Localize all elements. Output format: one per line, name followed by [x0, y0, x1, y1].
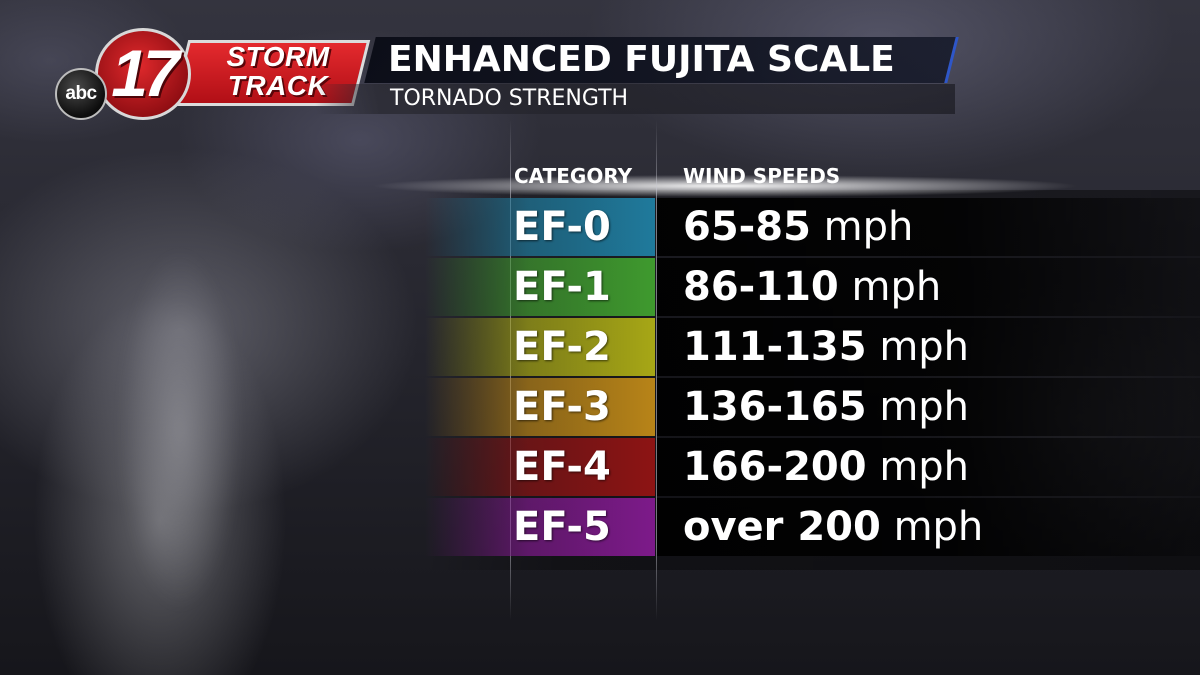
- tornado-funnel-background: [95, 170, 265, 670]
- wind-speed-cell: 65-85 mph: [657, 198, 1200, 256]
- wind-speed-unit: mph: [851, 264, 942, 310]
- header-glow-line: [285, 173, 1165, 199]
- wind-speed-text: 86-110 mph: [683, 261, 941, 313]
- wind-speed-text: 65-85 mph: [683, 201, 913, 253]
- table-row: EF-1 86-110 mph: [425, 258, 1200, 316]
- table-row: EF-4 166-200 mph: [425, 438, 1200, 496]
- category-color-cell: EF-3: [425, 378, 655, 436]
- wind-speed-cell: 136-165 mph: [657, 378, 1200, 436]
- wind-speed-unit: mph: [879, 384, 970, 430]
- category-label: EF-0: [513, 204, 611, 250]
- network-logo: abc: [55, 68, 107, 120]
- wind-speed-text: 166-200 mph: [683, 441, 969, 493]
- subtitle-bar: [315, 84, 955, 114]
- wind-speed-unit: mph: [823, 204, 914, 250]
- table-row: EF-5 over 200 mph: [425, 498, 1200, 556]
- category-label: EF-2: [513, 324, 611, 370]
- wind-speed-cell: 86-110 mph: [657, 258, 1200, 316]
- category-label: EF-5: [513, 504, 611, 550]
- category-label: EF-3: [513, 384, 611, 430]
- wind-speed-range: 166-200: [683, 444, 867, 490]
- page-subtitle: TORNADO STRENGTH: [390, 86, 629, 111]
- wind-speed-range: 111-135: [683, 324, 867, 370]
- storm-track-text: STORM TRACK: [193, 42, 363, 100]
- column-header-wind-speeds: WIND SPEEDS: [683, 164, 841, 188]
- category-label: EF-4: [513, 444, 611, 490]
- wind-speed-unit: mph: [879, 444, 970, 490]
- category-color-cell: EF-5: [425, 498, 655, 556]
- wind-speed-range: over 200: [683, 504, 881, 550]
- wind-speed-range: 65-85: [683, 204, 811, 250]
- wind-speed-cell: 166-200 mph: [657, 438, 1200, 496]
- wind-speed-text: over 200 mph: [683, 501, 983, 553]
- wind-speed-range: 136-165: [683, 384, 867, 430]
- wind-speed-cell: over 200 mph: [657, 498, 1200, 556]
- brand-line-1: STORM: [226, 41, 330, 72]
- station-logo: STORM TRACK 17 abc: [55, 28, 375, 120]
- wind-speed-cell: 111-135 mph: [657, 318, 1200, 376]
- category-label: EF-1: [513, 264, 611, 310]
- category-color-cell: EF-4: [425, 438, 655, 496]
- wind-speed-range: 86-110: [683, 264, 839, 310]
- category-color-cell: EF-2: [425, 318, 655, 376]
- table-row: EF-3 136-165 mph: [425, 378, 1200, 436]
- wind-speed-unit: mph: [893, 504, 984, 550]
- table-row: EF-2 111-135 mph: [425, 318, 1200, 376]
- category-color-cell: EF-1: [425, 258, 655, 316]
- category-color-cell: EF-0: [425, 198, 655, 256]
- wind-speed-unit: mph: [879, 324, 970, 370]
- wind-speed-text: 136-165 mph: [683, 381, 969, 433]
- table-row: EF-0 65-85 mph: [425, 198, 1200, 256]
- channel-number-badge: 17: [95, 28, 191, 120]
- page-title: ENHANCED FUJITA SCALE: [388, 39, 895, 80]
- column-header-category: CATEGORY: [514, 164, 633, 188]
- wind-speed-text: 111-135 mph: [683, 321, 969, 373]
- column-divider-right: [656, 120, 657, 620]
- brand-line-2: TRACK: [227, 70, 329, 101]
